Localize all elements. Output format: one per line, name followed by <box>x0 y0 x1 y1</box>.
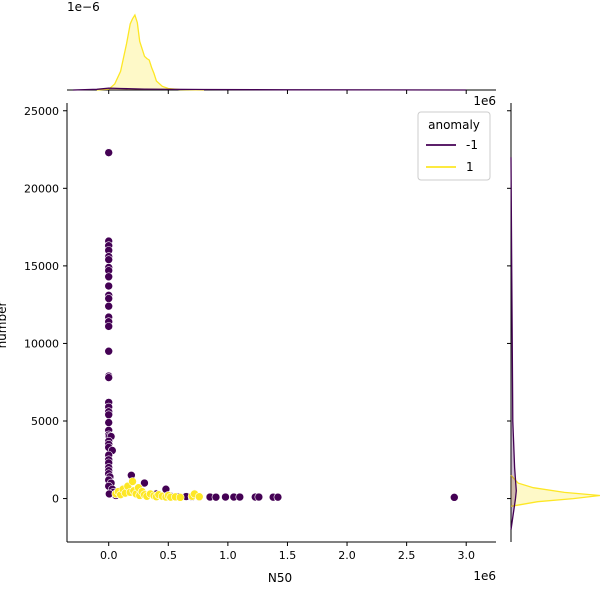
y-tick-label: 25000 <box>24 105 59 118</box>
x-tick-label: 2.5 <box>398 549 416 562</box>
point-anomaly-neg1 <box>140 478 149 488</box>
right-kde-line-1 <box>510 474 600 507</box>
legend: anomaly -1 1 <box>417 111 491 181</box>
x-tick-label: 0.5 <box>160 549 178 562</box>
right-kde-fill-neg1 <box>511 157 517 530</box>
point-anomaly-neg1 <box>104 255 114 264</box>
x-tick-label: 2.0 <box>338 549 356 562</box>
y-tick-label: 0 <box>52 493 59 506</box>
x-axis-ticks: 0.0 0.5 1.0 1.5 2.0 2.5 3.0 <box>100 90 475 562</box>
y-axis-ticks: 0 5000 10000 15000 20000 25000 <box>24 105 511 506</box>
x-tick-label: 3.0 <box>457 549 475 562</box>
y-tick-label: 5000 <box>31 415 59 428</box>
point-anomaly-neg1 <box>104 410 114 420</box>
point-anomaly-neg1 <box>104 281 114 291</box>
point-anomaly-neg1 <box>221 492 230 502</box>
point-anomaly-neg1 <box>104 148 114 157</box>
legend-label-neg1: -1 <box>466 138 478 152</box>
x-axis-label: N50 <box>268 571 292 585</box>
point-anomaly-neg1 <box>104 418 114 427</box>
legend-frame <box>417 111 491 181</box>
point-anomaly-neg1 <box>104 373 114 382</box>
point-anomaly-neg1 <box>104 346 114 356</box>
point-anomaly-1 <box>175 493 185 502</box>
y-tick-label: 15000 <box>24 260 59 273</box>
point-anomaly-neg1 <box>104 301 114 311</box>
right-marginal-plot <box>510 103 600 542</box>
x-tick-label: 0.0 <box>100 549 118 562</box>
top-marginal-plot <box>67 13 496 91</box>
top-kde-line-neg1 <box>72 87 467 91</box>
y-tick-label: 20000 <box>24 182 59 195</box>
point-anomaly-neg1 <box>104 322 114 331</box>
top-marginal-scale-label: 1e−6 <box>67 0 100 14</box>
legend-title: anomaly <box>428 118 480 132</box>
point-anomaly-neg1 <box>104 272 114 282</box>
right-kde-fill-1 <box>511 475 600 507</box>
x-tick-label: 1.0 <box>219 549 237 562</box>
point-anomaly-1 <box>194 492 204 502</box>
point-anomaly-neg1 <box>235 492 245 502</box>
scatter-points <box>104 148 459 502</box>
point-anomaly-neg1 <box>104 294 114 303</box>
point-anomaly-1 <box>128 477 137 486</box>
point-anomaly-neg1 <box>254 492 264 502</box>
point-anomaly-neg1 <box>211 492 221 502</box>
top-kde-fill-1 <box>96 15 204 90</box>
point-anomaly-neg1 <box>449 493 459 502</box>
main-axes: 0.0 0.5 1.0 1.5 2.0 2.5 3.0 0 5000 10000 15000 200… <box>24 90 511 562</box>
x-tick-label: 1.5 <box>279 549 297 562</box>
x-axis-scale-label: 1e6 <box>473 569 496 583</box>
top-kde-line-1 <box>96 13 205 91</box>
y-tick-label: 10000 <box>24 337 59 350</box>
y-axis-label: number <box>0 302 9 349</box>
right-kde-line-neg1 <box>510 157 517 530</box>
right-marginal-scale-label: 1e6 <box>473 94 496 108</box>
point-anomaly-neg1 <box>273 492 283 502</box>
legend-label-1: 1 <box>466 160 474 174</box>
